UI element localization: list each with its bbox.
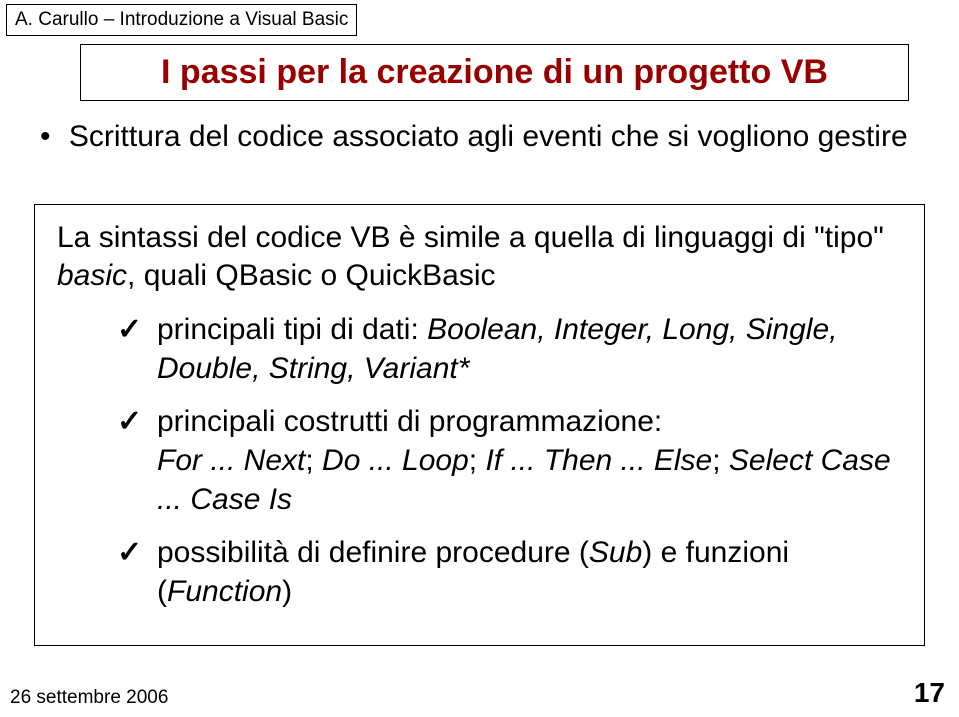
title-box: I passi per la creazione di un progetto … xyxy=(80,44,909,101)
footer-page-number: 17 xyxy=(914,677,945,709)
item2-lead: principali costrutti di programmazione: xyxy=(157,405,662,438)
item3-lead: possibilità di definire procedure ( xyxy=(157,536,589,569)
item2-sep3: ; xyxy=(712,444,729,477)
subtitle-row: • Scrittura del codice associato agli ev… xyxy=(40,118,919,156)
header-box: A. Carullo – Introduzione a Visual Basic xyxy=(6,4,357,36)
item3-sub: Sub xyxy=(589,536,642,569)
intro-italic: basic xyxy=(57,259,127,292)
list-item: possibilità di definire procedure (Sub) … xyxy=(117,533,902,611)
item2-for: For ... Next xyxy=(157,444,305,477)
item3-tail: ) xyxy=(282,575,292,608)
item2-sep1: ; xyxy=(305,444,322,477)
content-box: La sintassi del codice VB è simile a que… xyxy=(34,204,925,646)
item3-function: Function xyxy=(167,575,282,608)
subtitle-text: Scrittura del codice associato agli even… xyxy=(69,120,908,153)
intro-part1: La sintassi del codice VB è simile a que… xyxy=(57,221,884,254)
item2-sep2: ; xyxy=(469,444,486,477)
intro-part2: , quali QBasic o QuickBasic xyxy=(127,259,495,292)
list-item: principali tipi di dati: Boolean, Intege… xyxy=(117,310,902,388)
header-text: A. Carullo – Introduzione a Visual Basic xyxy=(15,9,348,30)
slide-title: I passi per la creazione di un progetto … xyxy=(161,53,828,91)
slide-page: A. Carullo – Introduzione a Visual Basic… xyxy=(0,0,959,717)
list-item: principali costrutti di programmazione: … xyxy=(117,402,902,519)
item2-do: Do ... Loop xyxy=(322,444,469,477)
item1-lead: principali tipi di dati: xyxy=(157,313,427,346)
check-list: principali tipi di dati: Boolean, Intege… xyxy=(57,310,902,611)
intro-line: La sintassi del codice VB è simile a que… xyxy=(57,219,902,296)
footer-date: 26 settembre 2006 xyxy=(10,687,168,709)
bullet-icon: • xyxy=(40,118,51,156)
item2-if: If ... Then ... Else xyxy=(485,444,712,477)
